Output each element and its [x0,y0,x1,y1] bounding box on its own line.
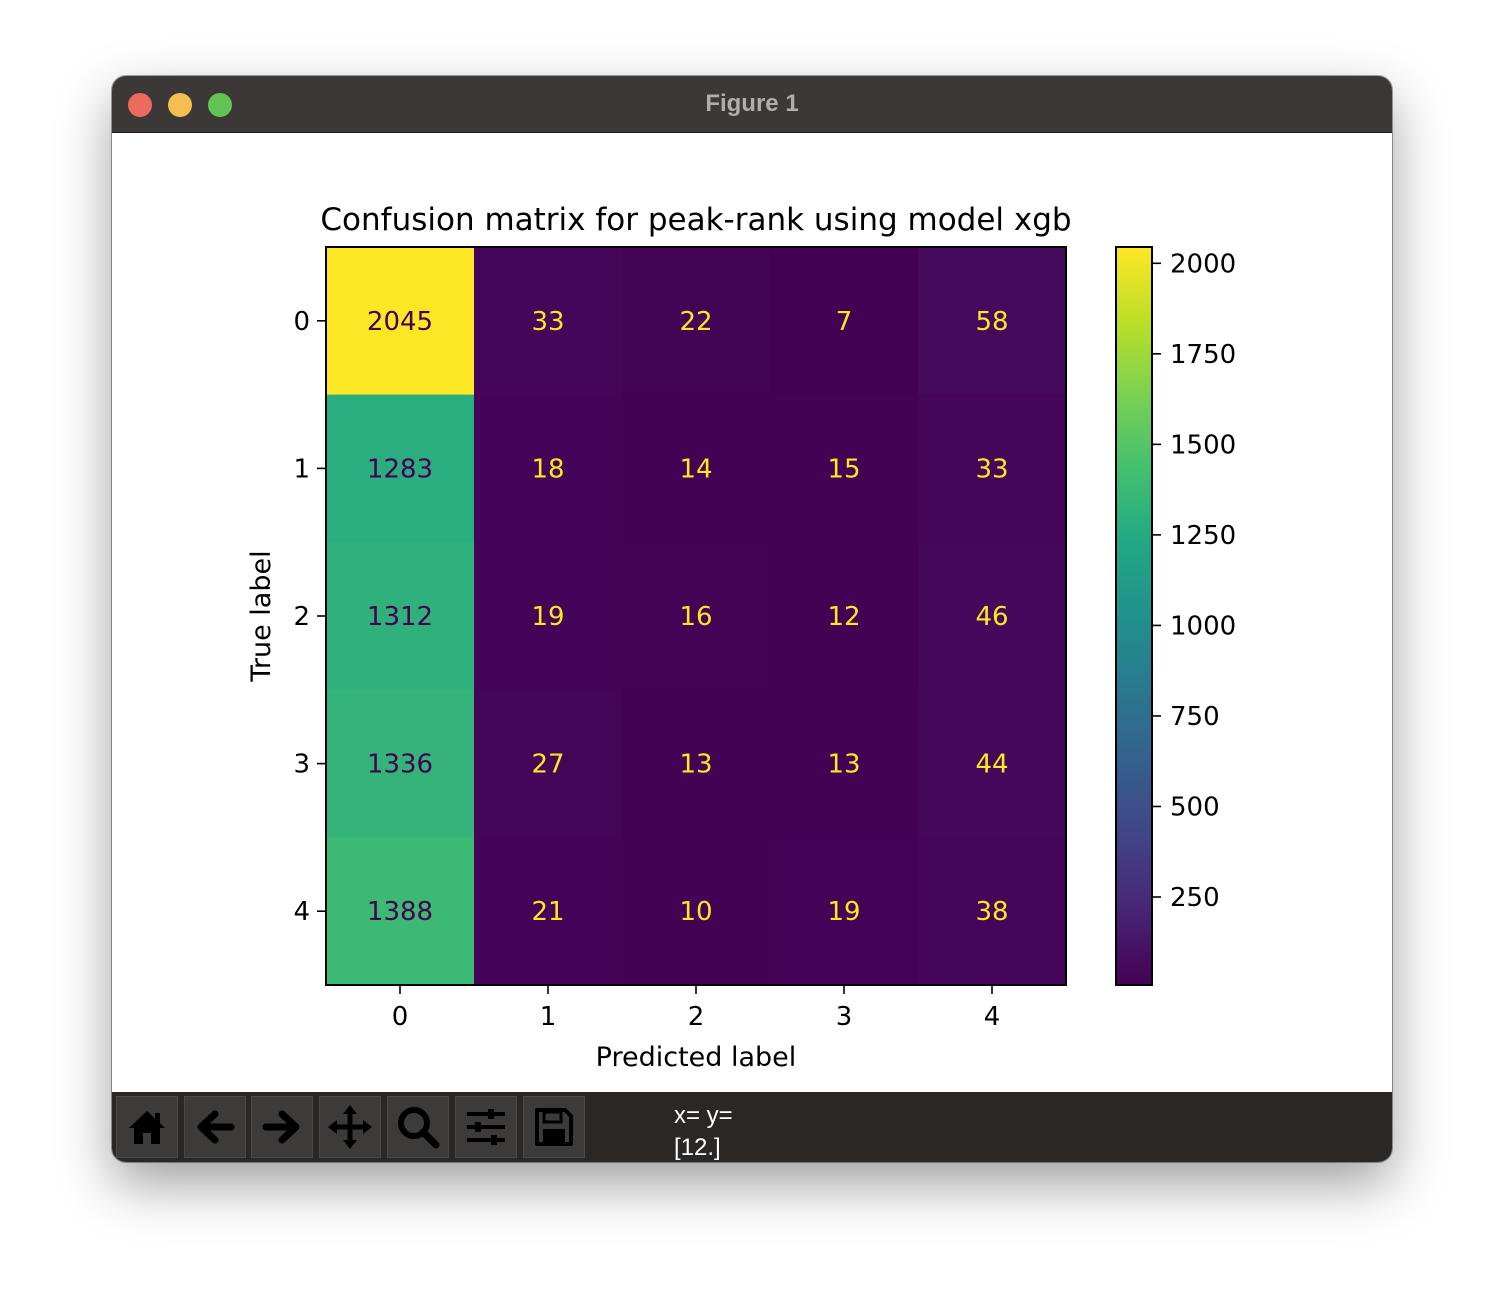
coords-line-2: [12.] [674,1134,721,1161]
heatmap-cell [622,689,771,838]
heatmap-cell [918,394,1067,543]
forward-arrow-icon [262,1110,300,1144]
title-bar: Figure 1 [112,76,1392,133]
cell-value-label: 1336 [367,750,433,780]
save-button[interactable] [523,1096,585,1158]
cell-value-label: 1283 [367,454,433,484]
colorbar-tick-label: 1250 [1170,521,1236,551]
cell-value-label: 13 [679,750,712,780]
figure-canvas[interactable]: 2045 33 22 7 58 1283 18 14 15 33 1312 19 16 12 46 1336 2… [112,133,1392,1092]
save-icon [535,1108,573,1146]
cell-value-label: 38 [975,897,1008,927]
zoom-button[interactable] [387,1096,449,1158]
cell-value-label: 2045 [367,307,433,337]
sliders-icon [467,1109,505,1145]
heatmap-cell [474,394,623,543]
cell-value-label: 22 [679,307,712,337]
heatmap-cell [622,542,771,691]
home-icon [129,1111,165,1144]
zoom-window-button[interactable] [208,93,232,117]
heatmap-cell [622,394,771,543]
heatmap-cell [326,394,475,543]
cell-value-label: 18 [531,454,564,484]
navigation-toolbar: x= y= [12.] [112,1092,1392,1162]
minimize-button[interactable] [168,93,192,117]
colorbar-tick-label: 1500 [1170,430,1236,460]
cell-value-label: 21 [531,897,564,927]
cell-value-label: 13 [827,750,860,780]
window-title: Figure 1 [705,90,799,117]
y-tick-label: 4 [293,897,310,927]
x-tick-label: 0 [392,1002,409,1032]
configure-subplots-button[interactable] [455,1096,517,1158]
coords-line-1: x= y= [674,1102,733,1129]
y-tick-label: 3 [293,750,310,780]
y-tick-label: 1 [293,454,310,484]
back-button[interactable] [184,1096,246,1158]
cell-value-label: 46 [975,602,1008,632]
colorbar [1115,246,1153,986]
home-button[interactable] [116,1096,178,1158]
forward-button[interactable] [251,1096,313,1158]
zoom-icon [398,1107,440,1149]
cell-value-label: 15 [827,454,860,484]
heatmap-cell [918,542,1067,691]
cell-value-label: 10 [679,897,712,927]
cell-value-label: 7 [836,307,853,337]
heatmap-cell [474,247,623,396]
x-tick-label: 1 [540,1002,557,1032]
close-button[interactable] [128,93,152,117]
heatmap-cell [622,247,771,396]
colorbar-tick-label: 1750 [1170,340,1236,370]
cell-value-label: 19 [827,897,860,927]
x-tick-label: 2 [688,1002,705,1032]
y-tick-label: 2 [293,602,310,632]
colorbar-tick-label: 500 [1170,792,1220,822]
colorbar-tick-label: 2000 [1170,249,1236,279]
cell-value-label: 12 [827,602,860,632]
x-tick-label: 3 [836,1002,853,1032]
cell-value-label: 19 [531,602,564,632]
cell-value-label: 44 [975,750,1008,780]
pan-icon [328,1105,372,1149]
y-tick-label: 0 [293,307,310,337]
colorbar-tick-label: 1000 [1170,611,1236,641]
cell-value-label: 58 [975,307,1008,337]
heatmap-cell [770,837,919,986]
cell-value-label: 33 [531,307,564,337]
cursor-coordinates: x= y= [12.] [674,1100,733,1162]
back-arrow-icon [197,1110,235,1144]
heatmap-cell [770,542,919,691]
heatmap-cell [326,542,475,691]
heatmap-cell [770,689,919,838]
heatmap-cell [918,837,1067,986]
cell-value-label: 16 [679,602,712,632]
x-tick-label: 4 [984,1002,1001,1032]
heatmap-cell [918,247,1067,396]
heatmap-cell [474,837,623,986]
heatmap-cell [770,247,919,396]
colorbar-tick-label: 250 [1170,883,1220,913]
chart-title: Confusion matrix for peak-rank using mod… [320,202,1071,238]
heatmap-cell [622,837,771,986]
figure-window: Figure 1 2045 33 22 7 58 1283 18 14 15 33 1312 19 16… [112,76,1392,1162]
heatmap-cell [918,689,1067,838]
heatmap-cell [326,689,475,838]
pan-button[interactable] [319,1096,381,1158]
colorbar-tick-label: 750 [1170,702,1220,732]
cell-value-label: 27 [531,750,564,780]
cell-value-label: 1312 [367,602,433,632]
heatmap-cell [770,394,919,543]
heatmap-cell [474,542,623,691]
heatmap-cell [326,247,475,396]
y-axis-label: True label [246,550,277,682]
cell-value-label: 14 [679,454,712,484]
cell-value-label: 33 [975,454,1008,484]
heatmap-cell [474,689,623,838]
x-axis-label: Predicted label [596,1042,797,1073]
cell-value-label: 1388 [367,897,433,927]
heatmap-cell [326,837,475,986]
